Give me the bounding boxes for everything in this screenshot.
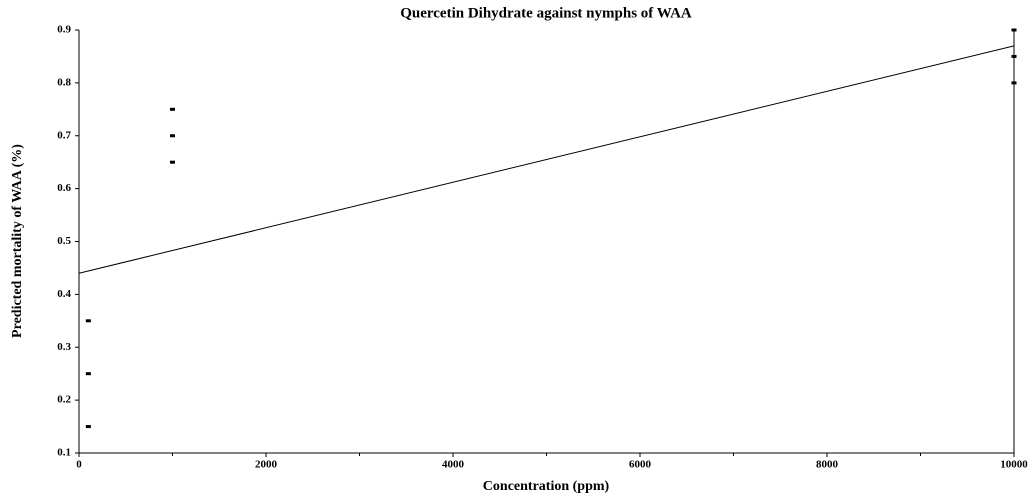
y-axis-label: Predicted mortality of WAA (%) bbox=[10, 144, 25, 338]
point bbox=[1011, 28, 1017, 32]
y-tick-label: 0.5 bbox=[57, 235, 71, 247]
y-tick-label: 0.4 bbox=[57, 288, 71, 300]
y-tick-label: 0.8 bbox=[57, 76, 71, 88]
point bbox=[85, 319, 91, 323]
point bbox=[170, 107, 175, 111]
y-tick-label: 0.9 bbox=[57, 24, 71, 36]
x-axis-label: Concentration (ppm) bbox=[483, 479, 610, 494]
y-tick-label: 0.3 bbox=[57, 341, 71, 353]
x-tick-label: 8000 bbox=[816, 459, 839, 471]
chart-title: Quercetin Dihydrate against nymphs of WA… bbox=[400, 5, 692, 21]
x-tick-label: 4000 bbox=[442, 459, 465, 471]
x-tick-label: 6000 bbox=[629, 459, 652, 471]
x-tick-label: 2000 bbox=[255, 459, 278, 471]
y-tick-label: 0.1 bbox=[57, 447, 71, 459]
x-tick-label: 0 bbox=[76, 459, 82, 471]
y-tick-label: 0.7 bbox=[57, 129, 71, 141]
point bbox=[170, 160, 175, 164]
y-tick-label: 0.2 bbox=[57, 394, 71, 406]
point bbox=[85, 425, 91, 429]
point bbox=[170, 134, 175, 138]
point bbox=[85, 372, 91, 376]
y-tick-label: 0.6 bbox=[57, 182, 71, 194]
point bbox=[1011, 81, 1017, 85]
fit-line bbox=[78, 45, 1015, 274]
point bbox=[1011, 54, 1017, 58]
x-tick-label: 10000 bbox=[1000, 459, 1028, 471]
